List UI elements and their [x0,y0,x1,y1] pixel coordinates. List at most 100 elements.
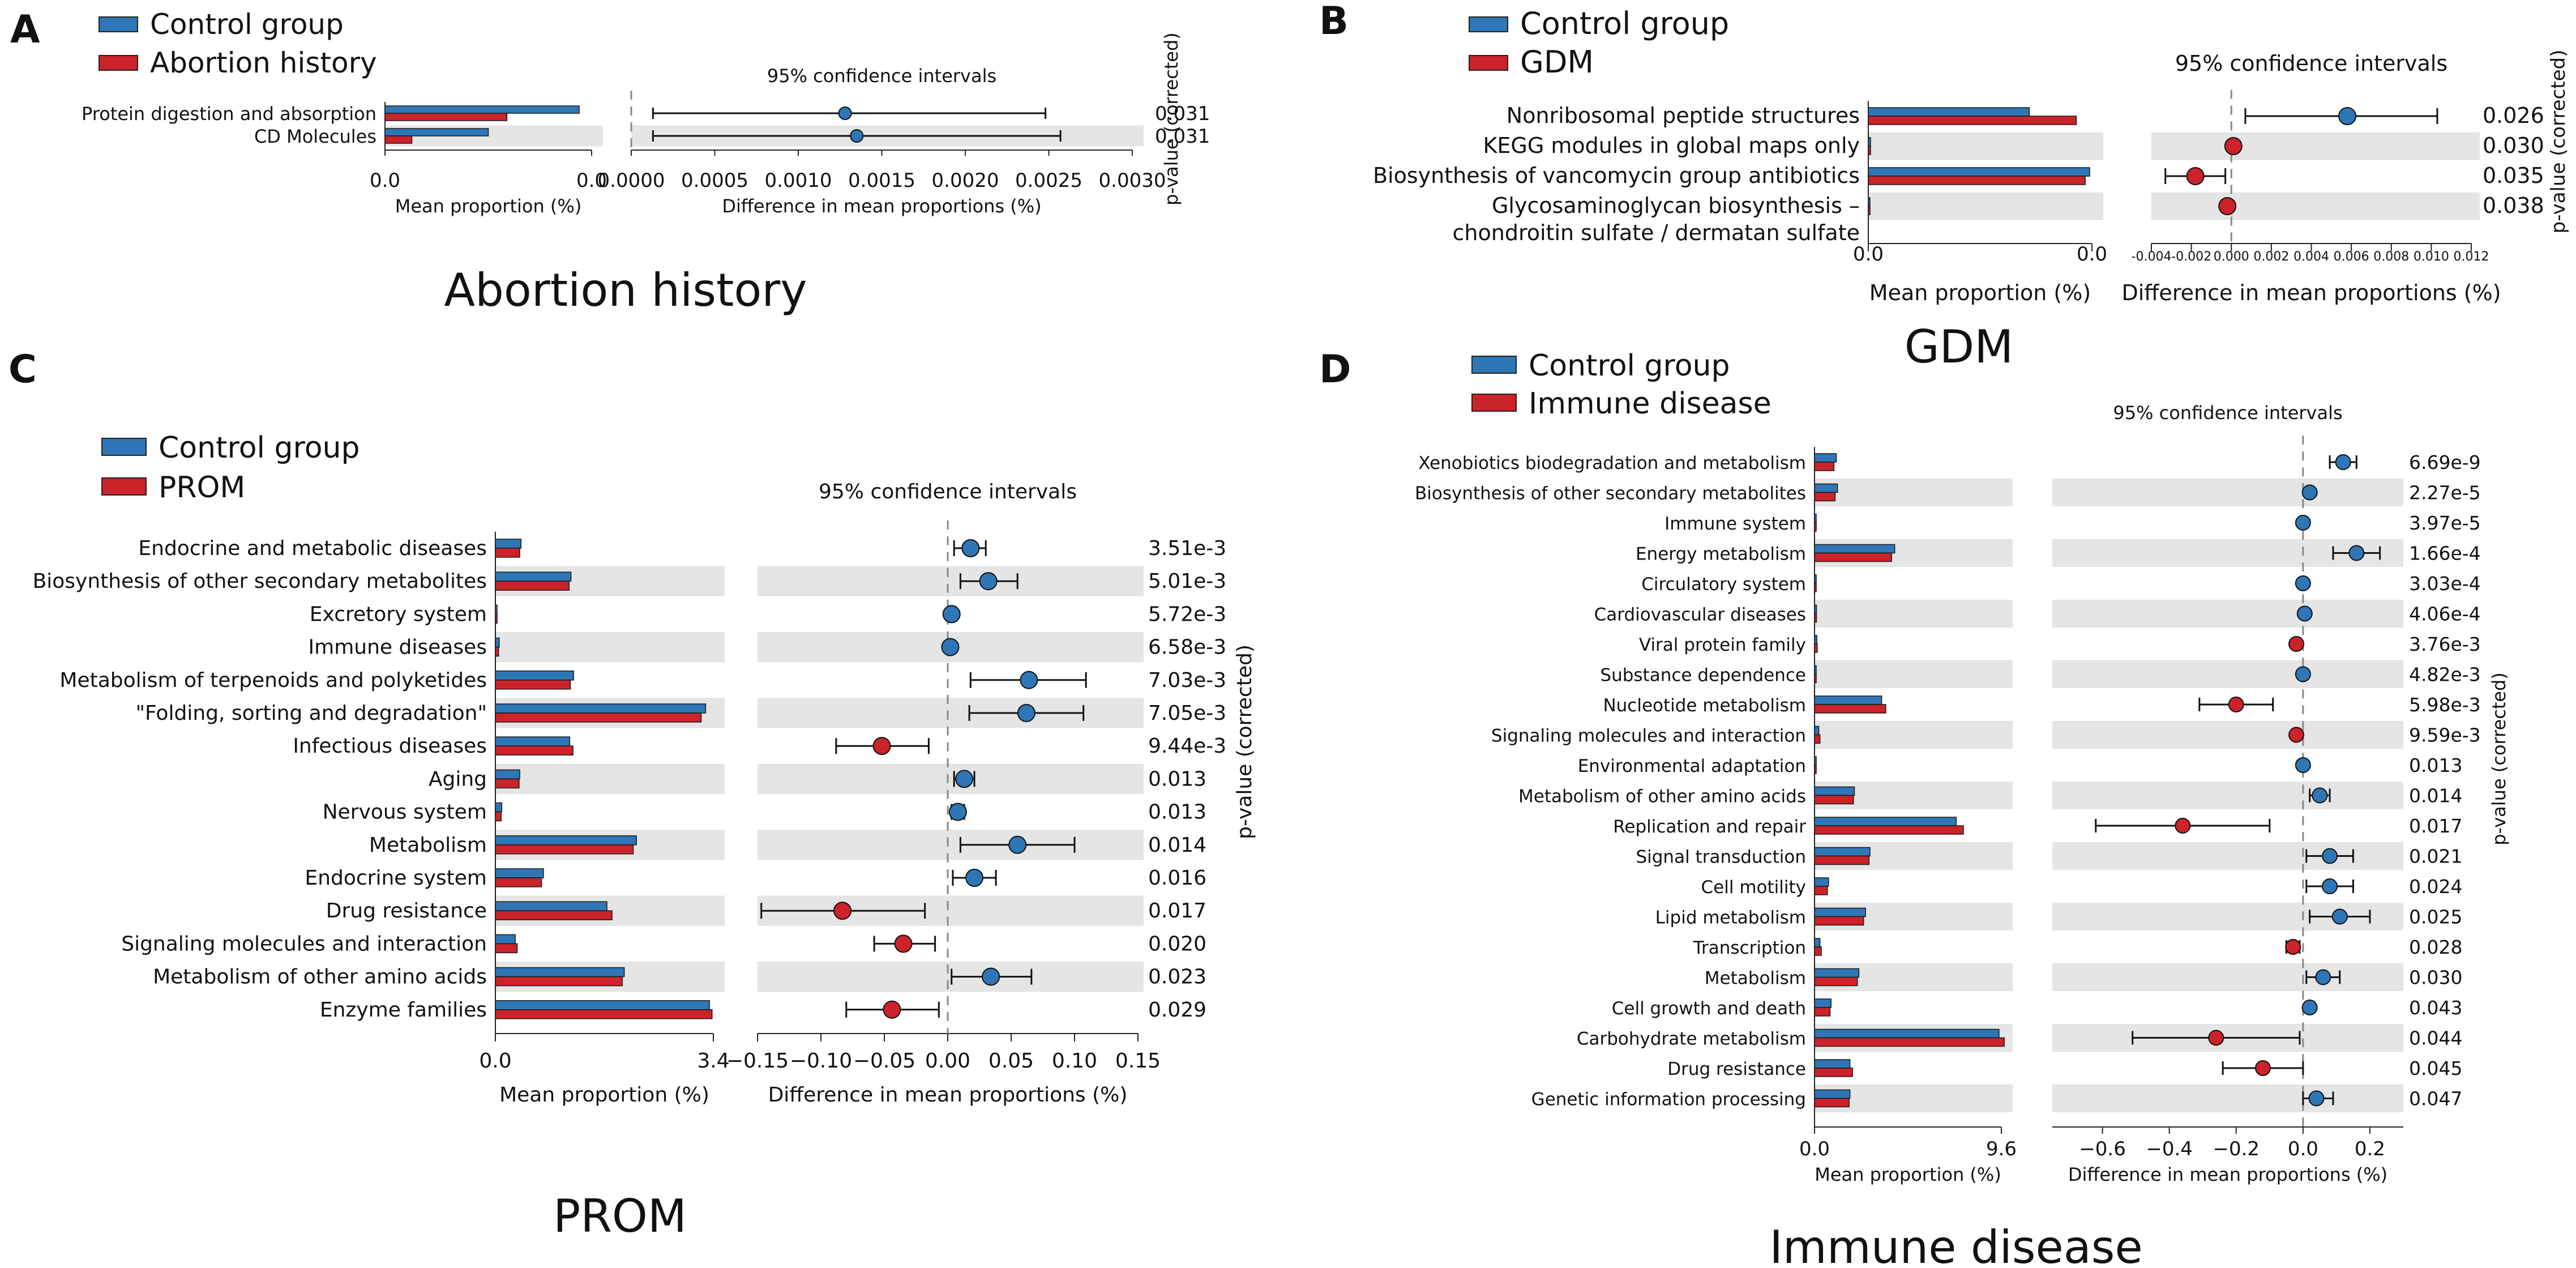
diff-point [2308,1090,2325,1107]
bar-case [1814,765,1817,774]
diff-point [2285,939,2301,955]
p-value-axis-label: p-value (corrected) [1161,32,1182,206]
diff-point [2301,1000,2318,1015]
p-value: 0.024 [2409,876,2462,898]
bar-case [495,580,570,591]
diff-point [850,129,864,143]
bar-case [1814,613,1817,623]
category-label: Circulatory system [1641,574,1806,595]
category-label: Viral protein family [1639,635,1806,655]
diff-point [2312,787,2328,804]
p-value-axis-label: p-value (corrected) [1233,644,1256,839]
bar-control [1814,665,1817,675]
legend-label: Abortion history [150,46,377,79]
p-value: 0.030 [2409,967,2462,989]
right-tick-label: 0.00 [925,1049,970,1073]
row-band-right [2052,720,2403,749]
bar-control [495,703,707,714]
legend-label: Control group [150,8,344,41]
p-value: 6.58e-3 [1148,636,1226,659]
row-band-right [2052,781,2403,810]
diff-point [2186,167,2205,185]
p-value: 5.72e-3 [1148,603,1226,626]
legend-label: Control group [159,431,360,465]
bar-control [495,934,516,945]
row-band-right [758,566,1144,596]
bar-case [1814,734,1821,744]
bar-case [1814,855,1869,865]
right-tick-label: 0.000 [2214,250,2249,264]
diff-point [942,605,961,624]
right-tick-label: -0.002 [2171,250,2211,264]
p-value: 0.031 [1155,103,1210,125]
bar-case [1814,916,1864,926]
right-tick-label: 0.010 [2414,250,2449,264]
right-tick-label: 0.0015 [848,169,915,192]
panel-caption: PROM [553,1190,687,1243]
bar-case [495,811,502,822]
bar-control [1868,137,1871,147]
category-label: CD Molecules [254,126,376,147]
right-tick-label: 0.0 [2288,1138,2318,1160]
row-band-left [1815,720,2013,749]
bar-case [495,844,634,855]
bar-case [1814,795,1854,805]
bar-control [1814,725,1820,736]
p-value: 5.01e-3 [1148,570,1226,593]
diff-point [894,934,913,953]
category-label: Genetic information processing [1531,1090,1806,1110]
category-label: Endocrine and metabolic diseases [138,537,487,560]
row-band-left [1815,478,2013,507]
right-tick-label: −0.05 [853,1049,915,1073]
category-label: Cell growth and death [1612,998,1806,1019]
p-value: 0.047 [2409,1088,2462,1110]
p-value: 3.03e-4 [2409,573,2481,595]
p-value: 2.27e-5 [2409,482,2481,504]
category-label: Metabolism [1705,968,1806,989]
left-tick-label: 3.4 [697,1049,729,1073]
legend-label: PROM [159,471,245,505]
category-label: Xenobiotics biodegradation and metabolis… [1418,453,1806,473]
p-value: 0.014 [2409,785,2462,807]
p-value: 7.03e-3 [1148,669,1226,692]
diff-point [2335,454,2351,470]
ci-title: 95% confidence intervals [819,480,1077,503]
bar-case [495,680,571,690]
p-value: 0.013 [1148,801,1206,824]
category-label: Drug resistance [1667,1059,1806,1079]
legend-swatch [1469,55,1508,71]
p-value: 0.044 [2409,1027,2462,1049]
bar-case [1814,1098,1850,1108]
left-tick-label: 0.0 [479,1049,511,1073]
diff-point [965,869,984,887]
category-label: Metabolism [369,834,487,857]
category-label: Replication and repair [1613,817,1806,837]
legend-swatch [101,438,147,456]
panel-c: C Control group PROM Endocrine and metaboli… [8,347,1256,1243]
right-tick-label: 0.2 [2355,1138,2385,1160]
bar-case [1814,946,1822,956]
bar-control [1814,1089,1851,1099]
legend-swatch [1471,356,1517,374]
category-label: Infectious diseases [293,735,487,758]
category-label: Protein digestion and absorption [82,103,376,125]
left-tick-label: 9.6 [1986,1138,2017,1160]
right-tick-label: −0.6 [2079,1138,2126,1160]
bar-case [495,745,574,755]
bar-control [1814,938,1821,947]
bar-case [1814,976,1858,987]
p-value: 0.023 [1148,966,1206,989]
category-label: Metabolism of other amino acids [153,966,487,989]
panel-caption: Immune disease [1769,1221,2142,1268]
right-axis-label: Difference in mean proportions (%) [768,1083,1128,1107]
right-tick-label: −0.10 [790,1049,852,1073]
diff-point [2301,484,2318,501]
right-tick-label: 0.012 [2454,250,2489,264]
left-tick-label: 0.0 [370,169,400,192]
legend-label: GDM [1520,44,1594,80]
p-value: 0.017 [2409,815,2462,837]
left-tick-label: 0.0 [2077,243,2107,266]
diff-point [2322,878,2338,894]
row-band-right [758,830,1144,860]
bar-case [1814,552,1892,562]
